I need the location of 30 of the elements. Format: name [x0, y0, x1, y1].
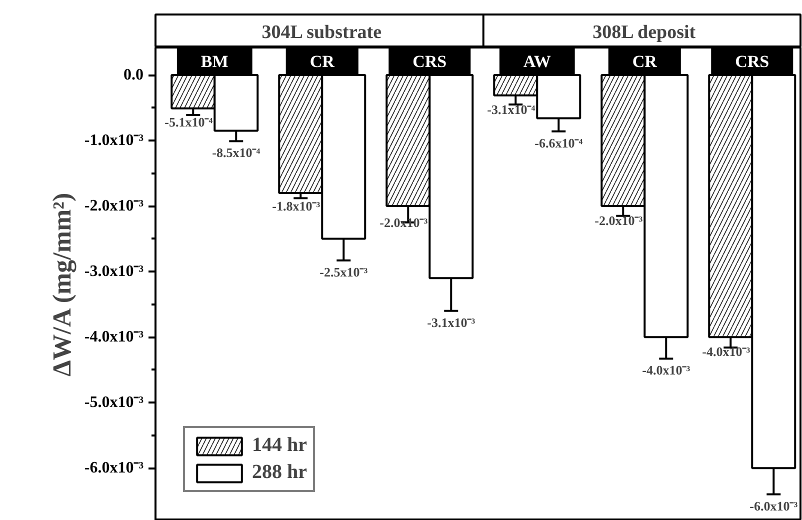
legend-label: 288 hr — [252, 461, 307, 484]
data-label: -4.0x10⁻³ — [642, 362, 690, 378]
legend-label: 144 hr — [252, 434, 307, 457]
data-label: -3.1x10⁻⁴ — [487, 102, 536, 118]
y-axis-title: ΔW/A (mg/mm²) — [47, 192, 76, 377]
text: 304L substrate — [262, 22, 382, 44]
text: 308L deposit — [592, 22, 696, 44]
y-tick-label: -3.0x10⁻³ — [84, 263, 144, 280]
data-label: -6.6x10⁻⁴ — [534, 135, 583, 150]
y-tick-label: 0.0 — [124, 66, 144, 84]
data-label: -6.0x10⁻³ — [750, 498, 798, 514]
data-label: -2.0x10⁻³ — [380, 214, 428, 230]
x-tick-label: CR — [632, 52, 658, 71]
x-tick-label: AW — [523, 52, 551, 71]
y-tick-label: -4.0x10⁻³ — [84, 328, 144, 346]
y-tick-label: -6.0x10⁻³ — [84, 460, 144, 477]
y-tick-label: -2.0x10⁻³ — [84, 198, 144, 215]
x-tick-label: CRS — [412, 52, 447, 71]
x-tick-label: BM — [200, 52, 228, 71]
data-label: -2.5x10⁻³ — [320, 264, 368, 280]
data-label: -4.0x10⁻³ — [702, 344, 750, 360]
y-tick-label: -5.0x10⁻³ — [84, 394, 144, 412]
data-label: -3.1x10⁻³ — [427, 314, 476, 330]
data-label: -8.5x10⁻⁴ — [212, 145, 260, 160]
x-tick-label: CRS — [735, 52, 770, 71]
y-tick-label: -1.0x10⁻³ — [84, 132, 144, 150]
data-label: -5.1x10⁻⁴ — [164, 114, 213, 130]
data-label: -1.8x10⁻³ — [272, 198, 320, 214]
data-label: -2.0x10⁻³ — [594, 212, 643, 228]
x-tick-label: CR — [310, 52, 336, 71]
